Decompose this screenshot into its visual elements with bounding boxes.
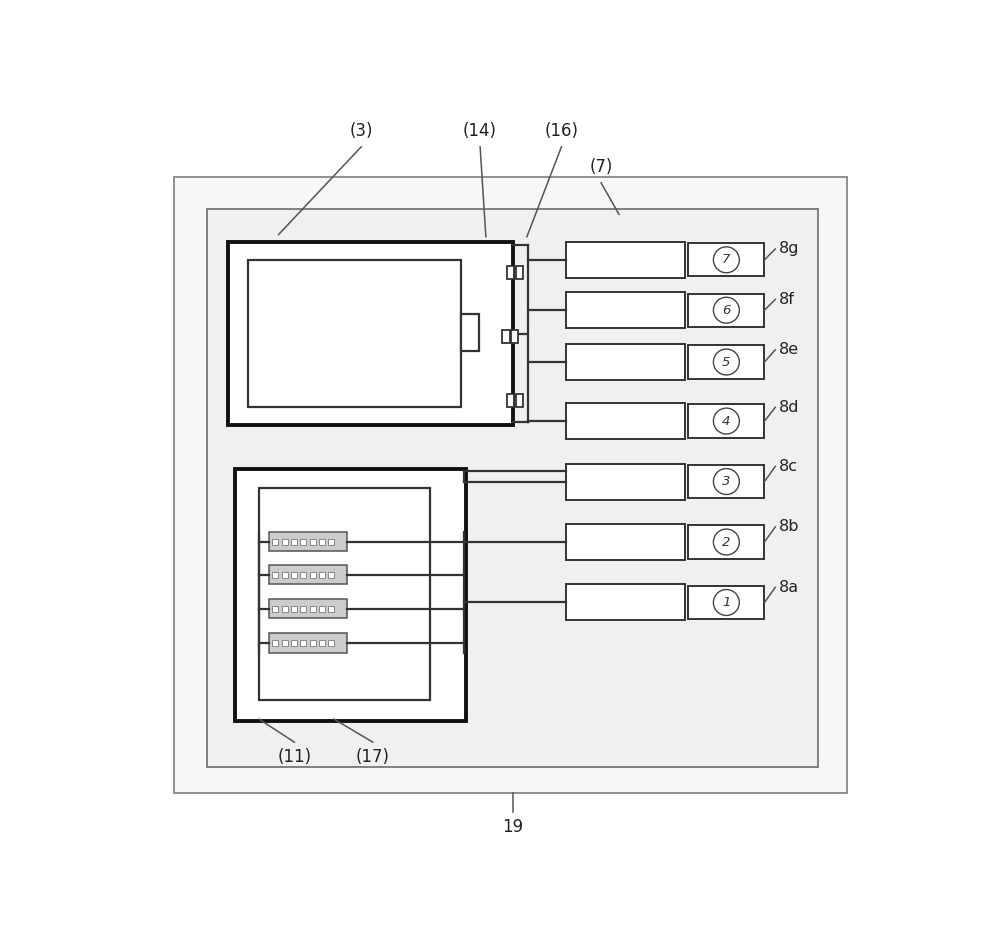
Bar bbox=[566, 584, 685, 621]
Text: 3: 3 bbox=[722, 475, 731, 488]
Text: 8e: 8e bbox=[779, 342, 799, 357]
Circle shape bbox=[713, 247, 739, 273]
Text: 8g: 8g bbox=[779, 241, 799, 256]
Circle shape bbox=[713, 468, 739, 495]
Bar bbox=[502, 330, 510, 343]
Bar bbox=[566, 292, 685, 328]
Circle shape bbox=[713, 297, 739, 324]
Text: (11): (11) bbox=[277, 748, 311, 766]
Text: (3): (3) bbox=[350, 122, 373, 139]
Bar bbox=[207, 209, 818, 768]
Text: 8a: 8a bbox=[779, 580, 799, 595]
Bar bbox=[248, 260, 461, 408]
Bar bbox=[566, 344, 685, 380]
Bar bbox=[688, 345, 764, 379]
Bar bbox=[269, 633, 347, 653]
Bar bbox=[461, 314, 479, 352]
Bar bbox=[566, 464, 685, 499]
Text: 7: 7 bbox=[722, 253, 731, 266]
Bar bbox=[516, 266, 523, 279]
Text: 1: 1 bbox=[722, 596, 731, 609]
Circle shape bbox=[713, 590, 739, 615]
Text: 6: 6 bbox=[722, 304, 731, 317]
Bar bbox=[688, 586, 764, 619]
Bar bbox=[688, 465, 764, 498]
Bar bbox=[228, 242, 513, 425]
Text: 19: 19 bbox=[502, 818, 523, 836]
Circle shape bbox=[713, 349, 739, 375]
Bar bbox=[566, 403, 685, 439]
Bar bbox=[688, 243, 764, 277]
Text: 8d: 8d bbox=[779, 400, 799, 415]
Bar bbox=[516, 394, 523, 407]
Bar bbox=[566, 524, 685, 560]
Circle shape bbox=[713, 529, 739, 555]
Bar bbox=[688, 405, 764, 438]
Bar bbox=[235, 468, 466, 721]
Text: (17): (17) bbox=[356, 748, 390, 766]
Text: (16): (16) bbox=[544, 122, 578, 139]
Text: 5: 5 bbox=[722, 355, 731, 368]
Bar bbox=[511, 330, 518, 343]
Text: 8f: 8f bbox=[779, 292, 795, 307]
Bar bbox=[688, 294, 764, 326]
Bar bbox=[269, 599, 347, 618]
Bar bbox=[269, 532, 347, 552]
Text: 2: 2 bbox=[722, 536, 731, 549]
Bar bbox=[507, 394, 514, 407]
Bar bbox=[269, 565, 347, 584]
Text: 8c: 8c bbox=[779, 459, 798, 474]
Bar bbox=[507, 266, 514, 279]
Text: (7): (7) bbox=[589, 158, 613, 176]
Circle shape bbox=[713, 408, 739, 434]
Text: (14): (14) bbox=[463, 122, 497, 139]
Text: 4: 4 bbox=[722, 414, 731, 427]
Bar bbox=[259, 488, 430, 700]
Text: 8b: 8b bbox=[779, 519, 799, 535]
Bar bbox=[566, 242, 685, 278]
Bar bbox=[174, 177, 847, 793]
Bar bbox=[688, 525, 764, 558]
